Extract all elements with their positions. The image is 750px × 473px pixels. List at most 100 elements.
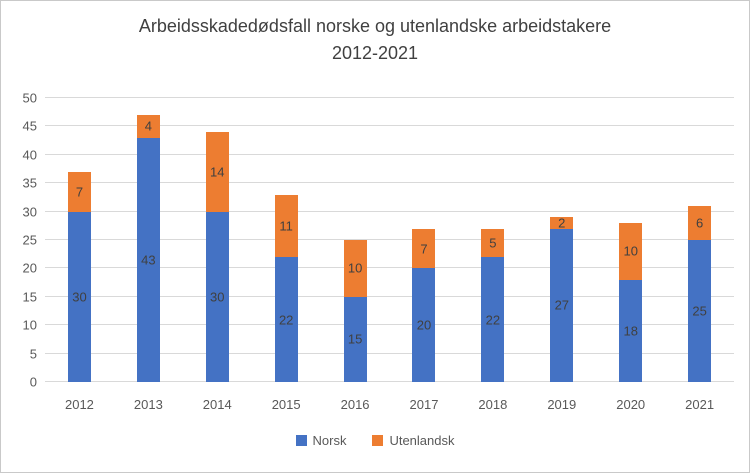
y-axis-tick-label: 25 — [22, 232, 37, 248]
x-axis-label-2020: 2020 — [616, 397, 646, 412]
bar-column-2021: 6 25 — [665, 98, 734, 382]
gridline-5 — [45, 352, 734, 354]
stacked-bar-2015: 11 22 — [274, 194, 298, 382]
x-axis-label-2015: 2015 — [271, 397, 301, 412]
bar-segment-utenlandsk-2017: 7 — [412, 228, 436, 269]
data-label: 27 — [554, 297, 570, 313]
data-label: 7 — [420, 241, 428, 257]
bar-segment-norsk-2016: 15 — [343, 296, 367, 382]
bar-segment-norsk-2020: 18 — [619, 279, 643, 382]
bar-column-2015: 11 22 — [252, 98, 321, 382]
bar-column-2012: 7 30 — [45, 98, 114, 382]
bar-segment-norsk-2014: 30 — [205, 211, 229, 382]
data-label: 18 — [623, 323, 638, 339]
data-label: 4 — [144, 118, 152, 134]
legend: Norsk Utenlandsk — [1, 433, 749, 448]
bars-container: 7 30 4 43 14 30 11 22 10 15 7 20 5 22 2 27 10 18 6 25 — [45, 98, 734, 382]
y-axis-tick-label: 45 — [22, 118, 37, 134]
y-axis-labels: 0 5 10 15 20 25 30 35 40 45 50 — [1, 92, 37, 389]
data-label: 2 — [558, 215, 566, 231]
bar-segment-utenlandsk-2016: 10 — [343, 240, 367, 297]
bar-segment-norsk-2015: 22 — [274, 257, 298, 382]
legend-label: Norsk — [312, 433, 347, 448]
data-label: 10 — [347, 260, 363, 276]
x-axis-label-2021: 2021 — [685, 397, 715, 412]
y-axis-tick-label: 0 — [29, 374, 37, 390]
gridline-20 — [45, 267, 734, 269]
gridline-45 — [45, 125, 734, 127]
bar-column-2020: 10 18 — [596, 98, 665, 382]
gridline-30 — [45, 210, 734, 212]
bar-segment-norsk-2012: 30 — [67, 211, 91, 382]
bar-segment-utenlandsk-2019: 2 — [550, 215, 574, 231]
y-axis-tick-label: 35 — [22, 175, 37, 191]
x-axis-label-2016: 2016 — [340, 397, 370, 412]
bar-column-2017: 7 20 — [390, 98, 459, 382]
bar-column-2013: 4 43 — [114, 98, 183, 382]
bar-column-2018: 5 22 — [458, 98, 527, 382]
data-label: 30 — [210, 289, 225, 305]
data-label: 6 — [695, 215, 704, 231]
stacked-bar-2021: 6 25 — [688, 205, 712, 382]
stacked-bar-2013: 4 43 — [136, 115, 160, 382]
x-axis-label-2017: 2017 — [409, 397, 439, 412]
data-label: 11 — [279, 218, 293, 234]
gridline-35 — [45, 182, 734, 184]
bar-segment-utenlandsk-2021: 6 — [688, 205, 712, 240]
data-label: 22 — [278, 312, 294, 328]
gridline-25 — [45, 239, 734, 240]
bar-segment-utenlandsk-2020: 10 — [619, 222, 643, 280]
legend-item-utenlandsk: Utenlandsk — [372, 433, 455, 448]
data-label: 30 — [72, 289, 87, 305]
bar-column-2014: 14 30 — [183, 98, 252, 382]
data-label: 5 — [489, 235, 497, 251]
bar-column-2016: 10 15 — [321, 98, 390, 382]
gridline-40 — [45, 153, 734, 155]
plot-area: 7 30 4 43 14 30 11 22 10 15 7 20 5 22 2 27 10 18 6 25 — [45, 97, 734, 382]
legend-label: Utenlandsk — [389, 433, 455, 448]
gridline-15 — [45, 295, 734, 297]
x-axis-label-2013: 2013 — [133, 397, 163, 412]
y-axis-tick-label: 5 — [29, 346, 37, 362]
bar-segment-norsk-2013: 43 — [136, 137, 160, 382]
legend-item-norsk: Norsk — [295, 433, 347, 448]
bar-segment-norsk-2017: 20 — [412, 268, 436, 382]
y-axis-tick-label: 10 — [22, 317, 37, 333]
x-axis-label-2014: 2014 — [202, 397, 232, 412]
bar-segment-utenlandsk-2012: 7 — [67, 171, 91, 212]
bar-segment-utenlandsk-2014: 14 — [205, 132, 229, 212]
data-label: 10 — [623, 243, 638, 259]
data-label: 20 — [416, 317, 432, 333]
stacked-bar-2018: 5 22 — [481, 228, 505, 382]
chart-title-line2: 2012-2021 — [331, 43, 419, 63]
stacked-bar-2012: 7 30 — [67, 171, 91, 382]
bar-segment-norsk-2019: 27 — [550, 228, 574, 382]
chart-title-line1: Arbeidsskadedødsfall norske og utenlands… — [138, 16, 612, 36]
y-axis-tick-label: 50 — [22, 90, 37, 106]
data-label: 15 — [347, 331, 363, 347]
x-axis-label-2019: 2019 — [547, 397, 577, 412]
data-label: 25 — [692, 303, 707, 319]
gridline-0 — [45, 381, 734, 382]
data-label: 22 — [485, 312, 501, 328]
stacked-bar-2016: 10 15 — [343, 240, 367, 382]
stacked-bar-2020: 10 18 — [619, 222, 643, 382]
y-axis-tick-label: 20 — [22, 260, 37, 276]
data-label: 7 — [75, 184, 84, 200]
x-axis-labels: 2012 2013 2014 2015 2016 2017 2018 2019 2020 2021 — [45, 397, 734, 412]
chart-title: Arbeidsskadedødsfall norske og utenlands… — [1, 13, 749, 67]
bar-column-2019: 2 27 — [527, 98, 596, 382]
data-label: 43 — [141, 252, 156, 268]
stacked-bar-2014: 14 30 — [205, 132, 229, 382]
x-axis-label-2012: 2012 — [64, 397, 94, 412]
gridline-50 — [45, 97, 734, 98]
bar-segment-utenlandsk-2013: 4 — [136, 115, 160, 138]
legend-swatch-norsk — [295, 435, 307, 446]
bar-segment-utenlandsk-2015: 11 — [274, 194, 298, 258]
data-label: 14 — [210, 164, 225, 180]
x-axis-label-2018: 2018 — [478, 397, 508, 412]
legend-swatch-utenlandsk — [372, 435, 384, 446]
bar-segment-norsk-2018: 22 — [481, 257, 505, 382]
y-axis-tick-label: 40 — [22, 147, 37, 163]
